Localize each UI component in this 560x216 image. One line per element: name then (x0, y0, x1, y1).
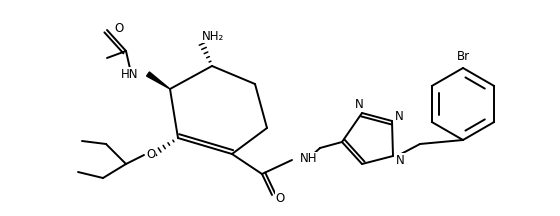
Text: HN: HN (120, 67, 138, 81)
Text: N: N (354, 97, 363, 111)
Text: O: O (114, 22, 124, 35)
Text: NH₂: NH₂ (202, 30, 224, 43)
Text: NH: NH (300, 152, 318, 165)
Text: N: N (395, 110, 403, 122)
Text: Br: Br (456, 51, 470, 64)
Polygon shape (147, 72, 170, 89)
Text: O: O (276, 192, 284, 205)
Text: N: N (395, 154, 404, 167)
Text: O: O (146, 148, 156, 160)
